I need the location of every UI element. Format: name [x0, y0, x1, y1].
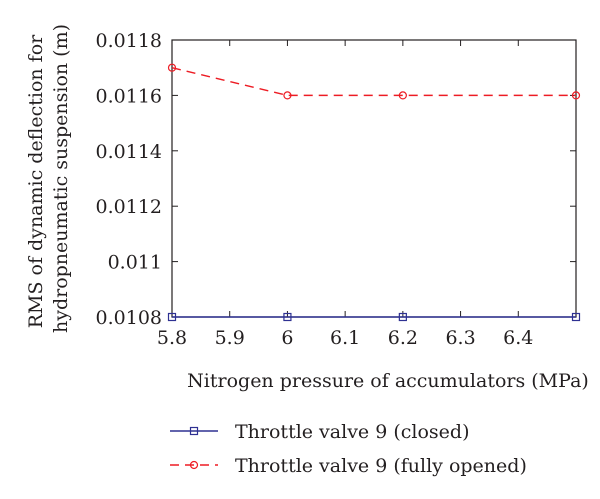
x-tick-label: 6.1 — [330, 327, 360, 349]
legend-item-2: Throttle valve 9 (fully opened) — [170, 455, 527, 477]
legend-marker — [189, 460, 199, 470]
x-tick-label: 6.2 — [388, 327, 418, 349]
y-axis-title-line-2: hydropneumatic suspension (m) — [50, 24, 72, 333]
y-axis-title: RMS of dynamic deflection for hydropneum… — [25, 24, 72, 333]
series-1 — [167, 312, 581, 322]
data-point-marker — [398, 91, 407, 100]
data-point-marker — [571, 91, 581, 100]
x-axis-title: Nitrogen pressure of accumulators (MPa) — [187, 370, 589, 392]
series-line — [171, 66, 576, 97]
y-axis-ticks: 0.0108 0.011 0.0112 0.0114 0.0116 0.0118 — [96, 30, 576, 329]
legend-label: Throttle valve 9 (closed) — [235, 421, 470, 443]
series-layer — [167, 63, 581, 322]
y-tick-label: 0.0108 — [96, 307, 162, 329]
y-tick-label: 0.011 — [108, 252, 162, 274]
x-axis-ticks: 5.8 5.9 6 6.1 6.2 6.3 6.4 — [157, 40, 533, 349]
x-tick-label: 6.4 — [503, 327, 533, 349]
x-tick-label: 5.8 — [157, 327, 187, 349]
y-axis-title-line-1: RMS of dynamic deflection for — [25, 34, 47, 328]
legend-label: Throttle valve 9 (fully opened) — [235, 455, 527, 477]
series-2 — [167, 63, 581, 100]
legend: Throttle valve 9 (closed) Throttle valve … — [170, 421, 527, 477]
data-point-marker — [283, 312, 292, 322]
y-tick-label: 0.0112 — [96, 196, 162, 218]
x-tick-label: 5.9 — [215, 327, 245, 349]
data-point-marker — [167, 63, 177, 72]
x-tick-label: 6 — [281, 327, 293, 349]
y-tick-label: 0.0116 — [96, 85, 162, 107]
data-point-marker — [283, 91, 292, 100]
x-tick-label: 6.3 — [445, 327, 475, 349]
data-point-marker — [398, 312, 407, 322]
legend-marker — [189, 426, 199, 436]
y-tick-label: 0.0114 — [96, 141, 162, 163]
y-tick-label: 0.0118 — [96, 30, 162, 52]
legend-item-1: Throttle valve 9 (closed) — [170, 421, 470, 443]
data-point-marker — [571, 312, 581, 322]
data-point-marker — [167, 312, 177, 322]
